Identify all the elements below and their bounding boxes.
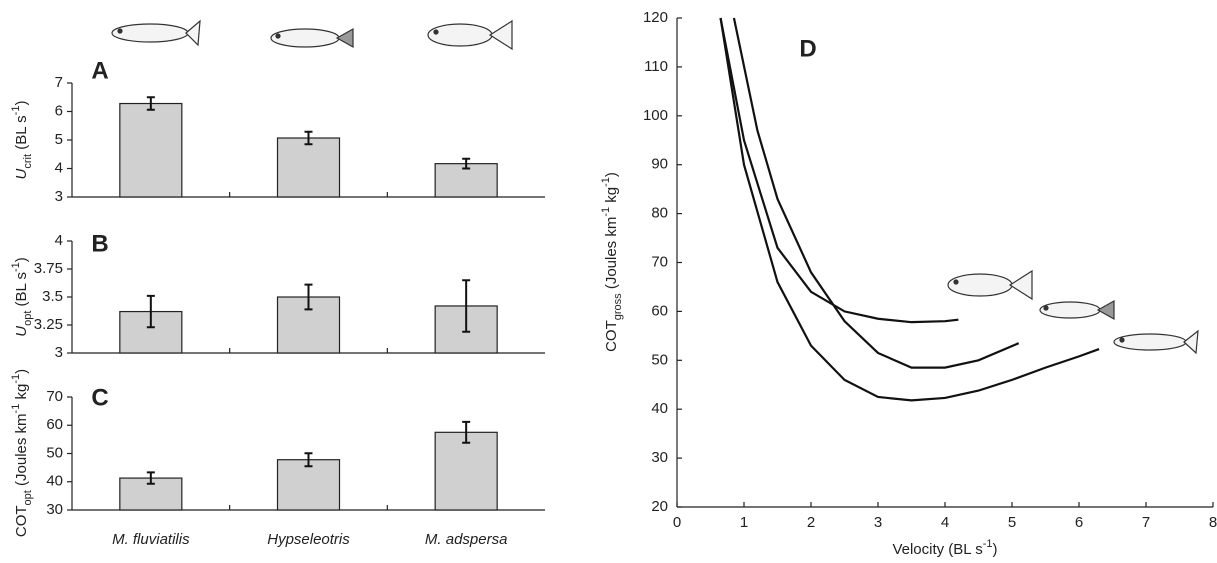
label-part: -1 — [983, 538, 993, 550]
x-axis-label: Velocity (BL s-1) — [892, 538, 997, 558]
y-tick-label: 3 — [55, 344, 63, 361]
error-bar — [304, 283, 313, 311]
x-tick-label: 5 — [1008, 514, 1016, 531]
fish-icon — [1039, 299, 1115, 321]
label-part: U — [13, 168, 30, 179]
y-tick-label: 3.25 — [34, 316, 63, 333]
panel-label: B — [91, 230, 108, 257]
label-part: (BL s — [13, 272, 30, 311]
fish-icon — [427, 19, 513, 51]
panel-label: C — [91, 384, 108, 411]
x-tick-label: 4 — [941, 514, 949, 531]
curve — [732, 17, 1020, 369]
y-tick-label: 60 — [651, 302, 668, 319]
label-part: -1 — [10, 262, 22, 272]
bar — [276, 137, 341, 198]
label-part: COT — [603, 320, 620, 352]
fish-icon — [111, 19, 201, 47]
bar — [434, 431, 498, 511]
y-tick-label: 4 — [55, 232, 63, 249]
label-part: -1 — [600, 177, 612, 187]
fish-icon — [270, 27, 354, 49]
label-part: kg — [603, 187, 620, 207]
x-tick-label: 0 — [673, 514, 681, 531]
error-bar — [304, 130, 313, 146]
error-bar — [462, 420, 471, 444]
label-part: COT — [13, 505, 30, 537]
error-bar — [462, 157, 471, 170]
y-tick-label: 70 — [46, 388, 63, 405]
fish-icon — [1113, 329, 1199, 355]
y-tick-label: 6 — [55, 102, 63, 119]
label-part: gross — [612, 293, 624, 320]
x-tick-label: 1 — [740, 514, 748, 531]
panel-label: A — [91, 57, 108, 84]
y-axis-label: Uopt (BL s-1) — [10, 257, 34, 337]
label-part: crit — [22, 154, 34, 169]
label-part: -1 — [10, 404, 22, 414]
label-part: ) — [993, 541, 998, 558]
y-axis-label: Ucrit (BL s-1) — [10, 101, 34, 180]
label-part: -1 — [10, 106, 22, 116]
x-tick-label: M. adspersa — [425, 531, 508, 548]
y-tick-label: 60 — [46, 416, 63, 433]
fish-icons — [111, 19, 1199, 355]
label-part: ) — [13, 257, 30, 262]
x-tick-label: 6 — [1075, 514, 1083, 531]
y-tick-label: 5 — [55, 131, 63, 148]
panel-label: D — [799, 35, 816, 62]
fish-icon — [947, 269, 1033, 301]
x-tick-label: 8 — [1209, 514, 1217, 531]
curve — [719, 17, 959, 324]
bar — [119, 102, 183, 198]
y-axis-label: COTgross (Joules km-1 kg-1) — [600, 172, 624, 352]
error-bar — [304, 452, 313, 468]
y-tick-label: 4 — [55, 159, 63, 176]
y-tick-label: 50 — [651, 351, 668, 368]
curve — [719, 17, 1100, 402]
x-tick-label: M. fluviatilis — [112, 531, 190, 548]
y-tick-label: 3 — [55, 188, 63, 205]
y-tick-label: 40 — [46, 473, 63, 490]
y-tick-label: 80 — [651, 205, 668, 222]
y-tick-label: 110 — [644, 58, 668, 75]
y-tick-label: 120 — [643, 9, 668, 26]
x-tick-label: 7 — [1142, 514, 1150, 531]
error-bar — [146, 294, 155, 329]
y-tick-label: 30 — [651, 449, 668, 466]
label-part: U — [13, 326, 30, 337]
label-part: opt — [22, 311, 34, 326]
bar — [276, 459, 341, 511]
error-bar — [146, 96, 155, 111]
label-part: ) — [13, 101, 30, 106]
label-part: opt — [22, 490, 34, 505]
label-part: (Joules km — [13, 413, 30, 490]
y-tick-label: 3.75 — [34, 260, 63, 277]
label-part: (BL s — [13, 115, 30, 154]
label-part: Velocity (BL s — [892, 541, 982, 558]
label-part: -1 — [10, 374, 22, 384]
label-part: ) — [13, 369, 30, 374]
y-tick-label: 70 — [651, 253, 668, 270]
error-bar — [146, 471, 155, 485]
label-part: kg — [13, 384, 30, 404]
x-tick-label: 2 — [807, 514, 815, 531]
y-tick-label: 100 — [643, 107, 668, 124]
y-tick-label: 90 — [651, 156, 668, 173]
x-tick-label: 3 — [874, 514, 882, 531]
y-axis-label: COTopt (Joules km-1 kg-1) — [10, 369, 34, 537]
x-tick-label: Hypseleotris — [267, 531, 350, 548]
label-part: ) — [603, 172, 620, 177]
y-tick-label: 50 — [46, 444, 63, 461]
y-tick-label: 30 — [46, 501, 63, 518]
label-part: (Joules km — [603, 217, 620, 294]
y-tick-label: 20 — [651, 498, 668, 515]
y-tick-label: 7 — [55, 74, 63, 91]
error-bar — [462, 279, 471, 333]
y-tick-label: 3.5 — [42, 288, 63, 305]
y-tick-label: 40 — [651, 400, 668, 417]
label-part: -1 — [600, 207, 612, 217]
